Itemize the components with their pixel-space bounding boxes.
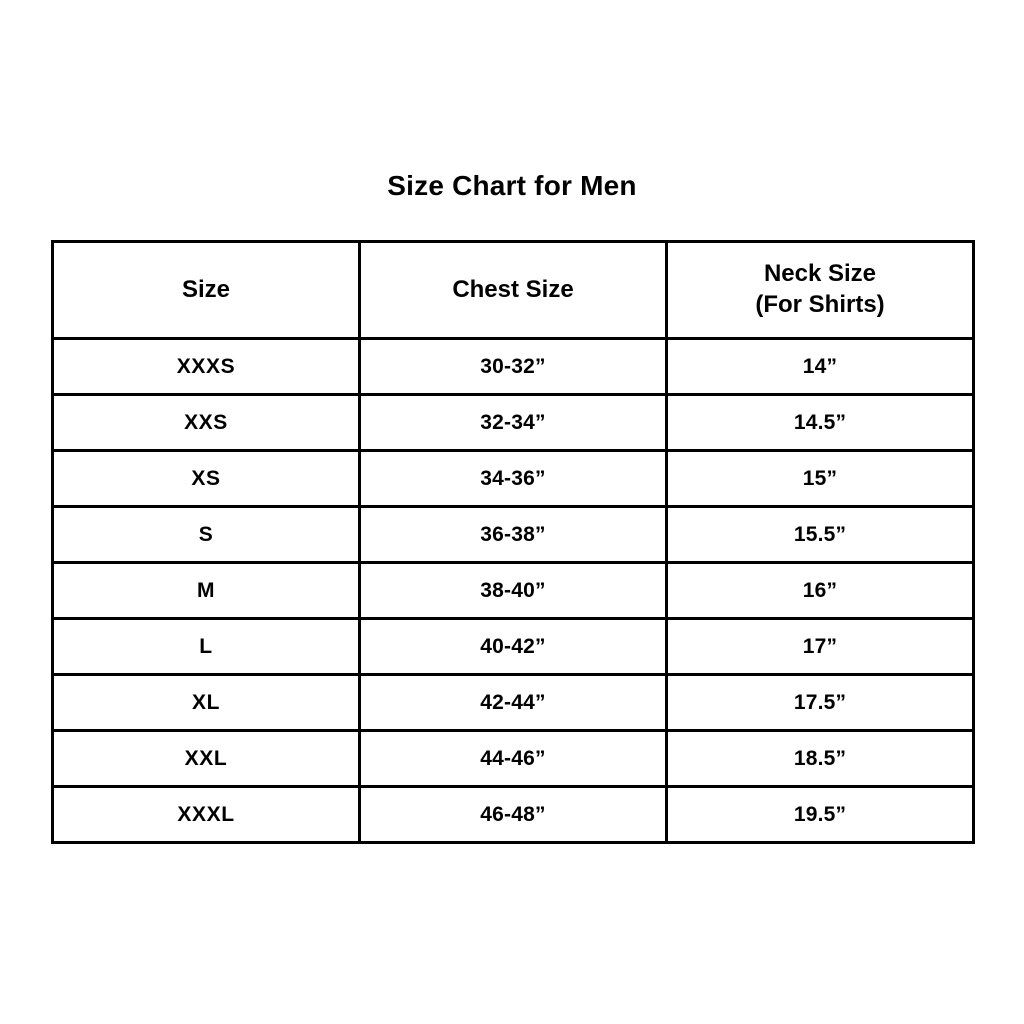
table-row: L 40-42” 17”	[51, 617, 975, 676]
cell-neck-size: 14.5”	[665, 393, 975, 452]
cell-chest-size: 46-48”	[358, 785, 668, 844]
cell-neck-size: 15.5”	[665, 505, 975, 564]
page-title: Size Chart for Men	[387, 170, 637, 201]
column-header-neck-size-line2: (For Shirts)	[755, 291, 885, 318]
cell-size: XXL	[51, 729, 361, 788]
column-header-chest-size: Chest Size	[358, 240, 668, 340]
cell-neck-size: 14”	[665, 337, 975, 396]
table-row: XS 34-36” 15”	[51, 449, 975, 508]
cell-size: XXS	[51, 393, 361, 452]
cell-size: XS	[51, 449, 361, 508]
cell-neck-size: 15”	[665, 449, 975, 508]
size-chart-table: Size Chest Size Neck Size (For Shirts) X…	[51, 240, 975, 844]
cell-chest-size: 36-38”	[358, 505, 668, 564]
column-header-neck-size-line1: Neck Size	[763, 260, 877, 288]
cell-chest-size: 40-42”	[358, 617, 668, 676]
cell-chest-size: 44-46”	[358, 729, 668, 788]
cell-size: M	[51, 561, 361, 620]
cell-size: L	[51, 617, 361, 676]
cell-chest-size: 42-44”	[358, 673, 668, 732]
cell-neck-size: 17.5”	[665, 673, 975, 732]
cell-size: S	[51, 505, 361, 564]
cell-neck-size: 19.5”	[665, 785, 975, 844]
table-row: S 36-38” 15.5”	[51, 505, 975, 564]
cell-neck-size: 16”	[665, 561, 975, 620]
column-header-neck-size: Neck Size (For Shirts)	[665, 240, 975, 340]
cell-chest-size: 38-40”	[358, 561, 668, 620]
table-row: XXXS 30-32” 14”	[51, 337, 975, 396]
table-row: XXL 44-46” 18.5”	[51, 729, 975, 788]
cell-chest-size: 30-32”	[358, 337, 668, 396]
table-row: XXS 32-34” 14.5”	[51, 393, 975, 452]
size-chart-table-container: Size Chest Size Neck Size (For Shirts) X…	[51, 240, 975, 844]
cell-size: XXXS	[51, 337, 361, 396]
cell-size: XL	[51, 673, 361, 732]
cell-neck-size: 17”	[665, 617, 975, 676]
table-body: XXXS 30-32” 14” XXS 32-34” 14.5” XS 34-3…	[51, 337, 975, 844]
table-row: XXXL 46-48” 19.5”	[51, 785, 975, 844]
cell-neck-size: 18.5”	[665, 729, 975, 788]
cell-chest-size: 34-36”	[358, 449, 668, 508]
cell-chest-size: 32-34”	[358, 393, 668, 452]
column-header-size: Size	[51, 240, 361, 340]
table-header-row: Size Chest Size Neck Size (For Shirts)	[51, 240, 975, 340]
table-row: M 38-40” 16”	[51, 561, 975, 620]
table-row: XL 42-44” 17.5”	[51, 673, 975, 732]
table-header: Size Chest Size Neck Size (For Shirts)	[51, 240, 975, 340]
cell-size: XXXL	[51, 785, 361, 844]
